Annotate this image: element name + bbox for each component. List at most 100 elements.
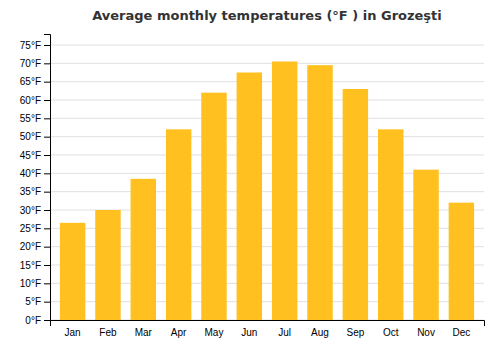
bar: [272, 62, 297, 321]
y-tick-label: 30°F: [20, 205, 41, 216]
plot: 0°F 5°F 10°F 15°F 20°F 25°F 30°F 35°F 40°F 45°F 50…: [20, 35, 485, 339]
x-tick-label: Jun: [241, 327, 257, 338]
bar: [131, 179, 156, 320]
y-tick: 45°F: [20, 150, 50, 161]
y-tick-label: 35°F: [20, 186, 41, 197]
y-axis-line: [44, 35, 51, 321]
grid: [50, 45, 484, 320]
y-tick-label: 5°F: [25, 296, 41, 307]
bar: [413, 170, 438, 320]
y-tick-mark: [44, 283, 50, 284]
grid-line: [50, 155, 484, 156]
x-tick: Apr: [171, 327, 187, 338]
x-tick: Sep: [346, 327, 364, 338]
grid-line: [50, 81, 484, 82]
y-tick-label: 50°F: [20, 131, 41, 142]
y-tick-label: 60°F: [20, 95, 41, 106]
bar: [378, 129, 403, 320]
bar: [201, 93, 226, 320]
x-tick-label: Nov: [417, 327, 435, 338]
x-tick-label: Sep: [346, 327, 364, 338]
x-axis-line: [51, 321, 485, 327]
y-tick-mark: [44, 192, 50, 193]
y-tick: 70°F: [20, 58, 50, 69]
y-tick-label: 65°F: [20, 76, 41, 87]
y-tick-label: 45°F: [20, 150, 41, 161]
bar: [307, 65, 332, 320]
grid-line: [50, 100, 484, 101]
grid-line: [50, 118, 484, 119]
y-tick: 40°F: [20, 168, 50, 179]
y-tick-label: 10°F: [20, 278, 41, 289]
y-tick-mark: [44, 155, 50, 156]
y-tick-mark: [44, 265, 50, 266]
y-tick: 15°F: [20, 260, 50, 271]
bars: [60, 62, 474, 321]
x-tick: Nov: [417, 327, 435, 338]
x-tick-label: Feb: [99, 327, 117, 338]
x-tick-label: Jan: [65, 327, 81, 338]
y-tick-mark: [44, 228, 50, 229]
chart: 0°F 5°F 10°F 15°F 20°F 25°F 30°F 35°F 40°F 45°F 50…: [0, 0, 500, 350]
y-tick-mark: [44, 63, 50, 64]
y-tick-label: 40°F: [20, 168, 41, 179]
y-tick: 30°F: [20, 205, 50, 216]
grid-line: [50, 63, 484, 64]
y-tick-label: 20°F: [20, 241, 41, 252]
x-tick: Aug: [311, 327, 329, 338]
y-axis: 0°F 5°F 10°F 15°F 20°F 25°F 30°F 35°F 40°F 45°F 50…: [20, 35, 51, 326]
y-tick-mark: [44, 173, 50, 174]
x-tick-label: May: [205, 327, 224, 338]
grid-line: [50, 136, 484, 137]
y-tick: 65°F: [20, 76, 50, 87]
y-tick: 35°F: [20, 186, 50, 197]
x-tick: May: [205, 327, 224, 338]
x-tick: Jun: [241, 327, 257, 338]
x-tick-label: Dec: [452, 327, 470, 338]
y-tick: 75°F: [20, 40, 50, 51]
y-tick: 50°F: [20, 131, 50, 142]
x-axis: Jan Feb Mar Apr May Jun Jul Aug Sep Oct Nov Dec: [51, 321, 485, 339]
y-tick-label: 0°F: [25, 315, 41, 326]
title: Average monthly temperatures (°F ) in Gr…: [92, 8, 442, 23]
bar: [449, 203, 474, 320]
y-tick: 60°F: [20, 95, 50, 106]
y-tick-label: 75°F: [20, 40, 41, 51]
y-tick-mark: [44, 118, 50, 119]
bar: [95, 210, 120, 320]
grid-line: [50, 45, 484, 46]
y-tick: 10°F: [20, 278, 50, 289]
x-tick-label: Oct: [383, 327, 399, 338]
y-tick-mark: [44, 320, 50, 321]
x-tick: Feb: [99, 327, 117, 338]
bar: [343, 89, 368, 320]
y-tick-label: 25°F: [20, 223, 41, 234]
y-tick-mark: [44, 100, 50, 101]
y-tick: 20°F: [20, 241, 50, 252]
y-tick-mark: [44, 137, 50, 138]
x-tick: Jul: [278, 327, 291, 338]
y-tick: 0°F: [25, 315, 50, 326]
x-tick-label: Jul: [278, 327, 291, 338]
x-tick-label: Mar: [135, 327, 153, 338]
x-tick-label: Aug: [311, 327, 329, 338]
x-tick-label: Apr: [171, 327, 187, 338]
x-tick: Oct: [383, 327, 399, 338]
y-tick-label: 55°F: [20, 113, 41, 124]
bar: [237, 73, 262, 321]
x-tick: Jan: [65, 327, 81, 338]
y-tick-label: 15°F: [20, 260, 41, 271]
y-tick-mark: [44, 247, 50, 248]
y-tick-mark: [44, 45, 50, 46]
y-tick: 55°F: [20, 113, 50, 124]
y-tick-label: 70°F: [20, 58, 41, 69]
x-tick: Dec: [452, 327, 470, 338]
bar: [166, 129, 191, 320]
y-tick: 25°F: [20, 223, 50, 234]
bar: [60, 223, 85, 320]
y-tick: 5°F: [25, 296, 50, 307]
x-tick: Mar: [135, 327, 153, 338]
y-tick-mark: [44, 82, 50, 83]
y-tick-mark: [44, 210, 50, 211]
y-tick-mark: [44, 302, 50, 303]
